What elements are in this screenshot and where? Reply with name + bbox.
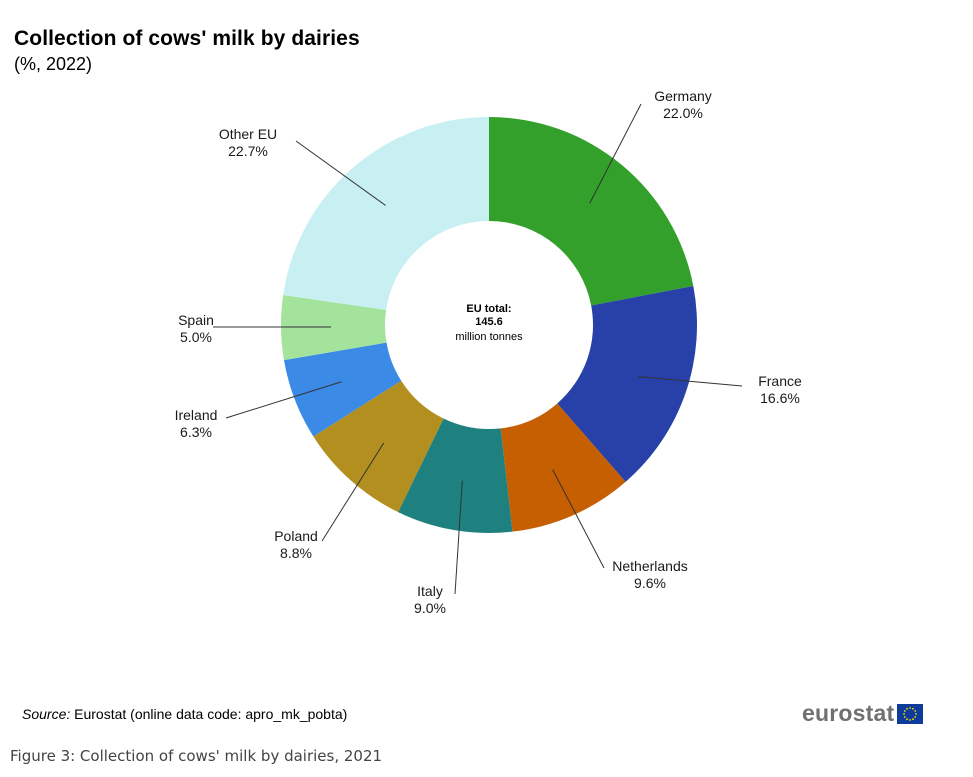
slice-label: Poland: [274, 528, 318, 544]
slice-label: Other EU: [219, 126, 277, 142]
leader-line: [225, 381, 342, 419]
slice-germany: [489, 117, 694, 306]
chart-title: Collection of cows' milk by dairies: [14, 27, 360, 50]
center-label-total: 145.6: [475, 316, 503, 328]
slice-label: Ireland: [175, 407, 218, 423]
slice-value-label: 9.6%: [634, 575, 666, 591]
slice-france: [557, 286, 697, 482]
slice-other-eu: [283, 117, 489, 311]
star-icon: [906, 717, 909, 720]
star-icon: [912, 707, 915, 710]
logo-text: eurostat: [802, 700, 895, 726]
slice-ireland: [283, 342, 402, 437]
star-icon: [904, 715, 907, 718]
eu-flag-icon: [897, 703, 924, 724]
slice-label: Italy: [417, 583, 443, 599]
source-prefix: Source:: [22, 706, 71, 722]
source-text: Eurostat (online data code: apro_mk_pobt…: [70, 706, 348, 722]
slice-italy: [398, 418, 513, 533]
slice-value-label: 8.8%: [280, 545, 312, 561]
leader-line: [589, 103, 642, 204]
star-icon: [914, 709, 917, 712]
star-icon: [909, 706, 912, 709]
leader-line: [295, 140, 386, 206]
leader-line: [454, 480, 463, 595]
slice-poland: [313, 380, 444, 513]
star-icon: [915, 712, 918, 715]
leader-line: [638, 376, 743, 387]
star-icon: [909, 718, 912, 721]
slice-netherlands: [500, 403, 626, 532]
star-icon: [912, 717, 915, 720]
source-note: Source: Eurostat (online data code: apro…: [22, 706, 347, 722]
slice-value-label: 5.0%: [180, 329, 212, 345]
leader-line: [552, 469, 605, 569]
center-label-line1: EU total:: [466, 303, 511, 315]
slice-value-label: 22.0%: [663, 105, 703, 121]
eurostat-logo: eurostat: [802, 700, 924, 727]
chart-subtitle: (%, 2022): [14, 54, 93, 74]
slice-label: Netherlands: [612, 558, 688, 574]
slice-label: Spain: [178, 312, 214, 328]
slice-value-label: 6.3%: [180, 424, 212, 440]
center-label-unit: million tonnes: [455, 331, 523, 343]
star-icon: [906, 707, 909, 710]
leader-line: [321, 442, 385, 542]
slice-value-label: 22.7%: [228, 143, 268, 159]
star-icon: [914, 715, 917, 718]
star-icon: [903, 712, 906, 715]
slice-spain: [281, 295, 387, 361]
slice-label: Germany: [654, 88, 712, 104]
slice-value-label: 16.6%: [760, 390, 800, 406]
star-icon: [904, 709, 907, 712]
slice-value-label: 9.0%: [414, 600, 446, 616]
slice-label: France: [758, 373, 802, 389]
figure-caption: Figure 3: Collection of cows' milk by da…: [10, 747, 383, 765]
